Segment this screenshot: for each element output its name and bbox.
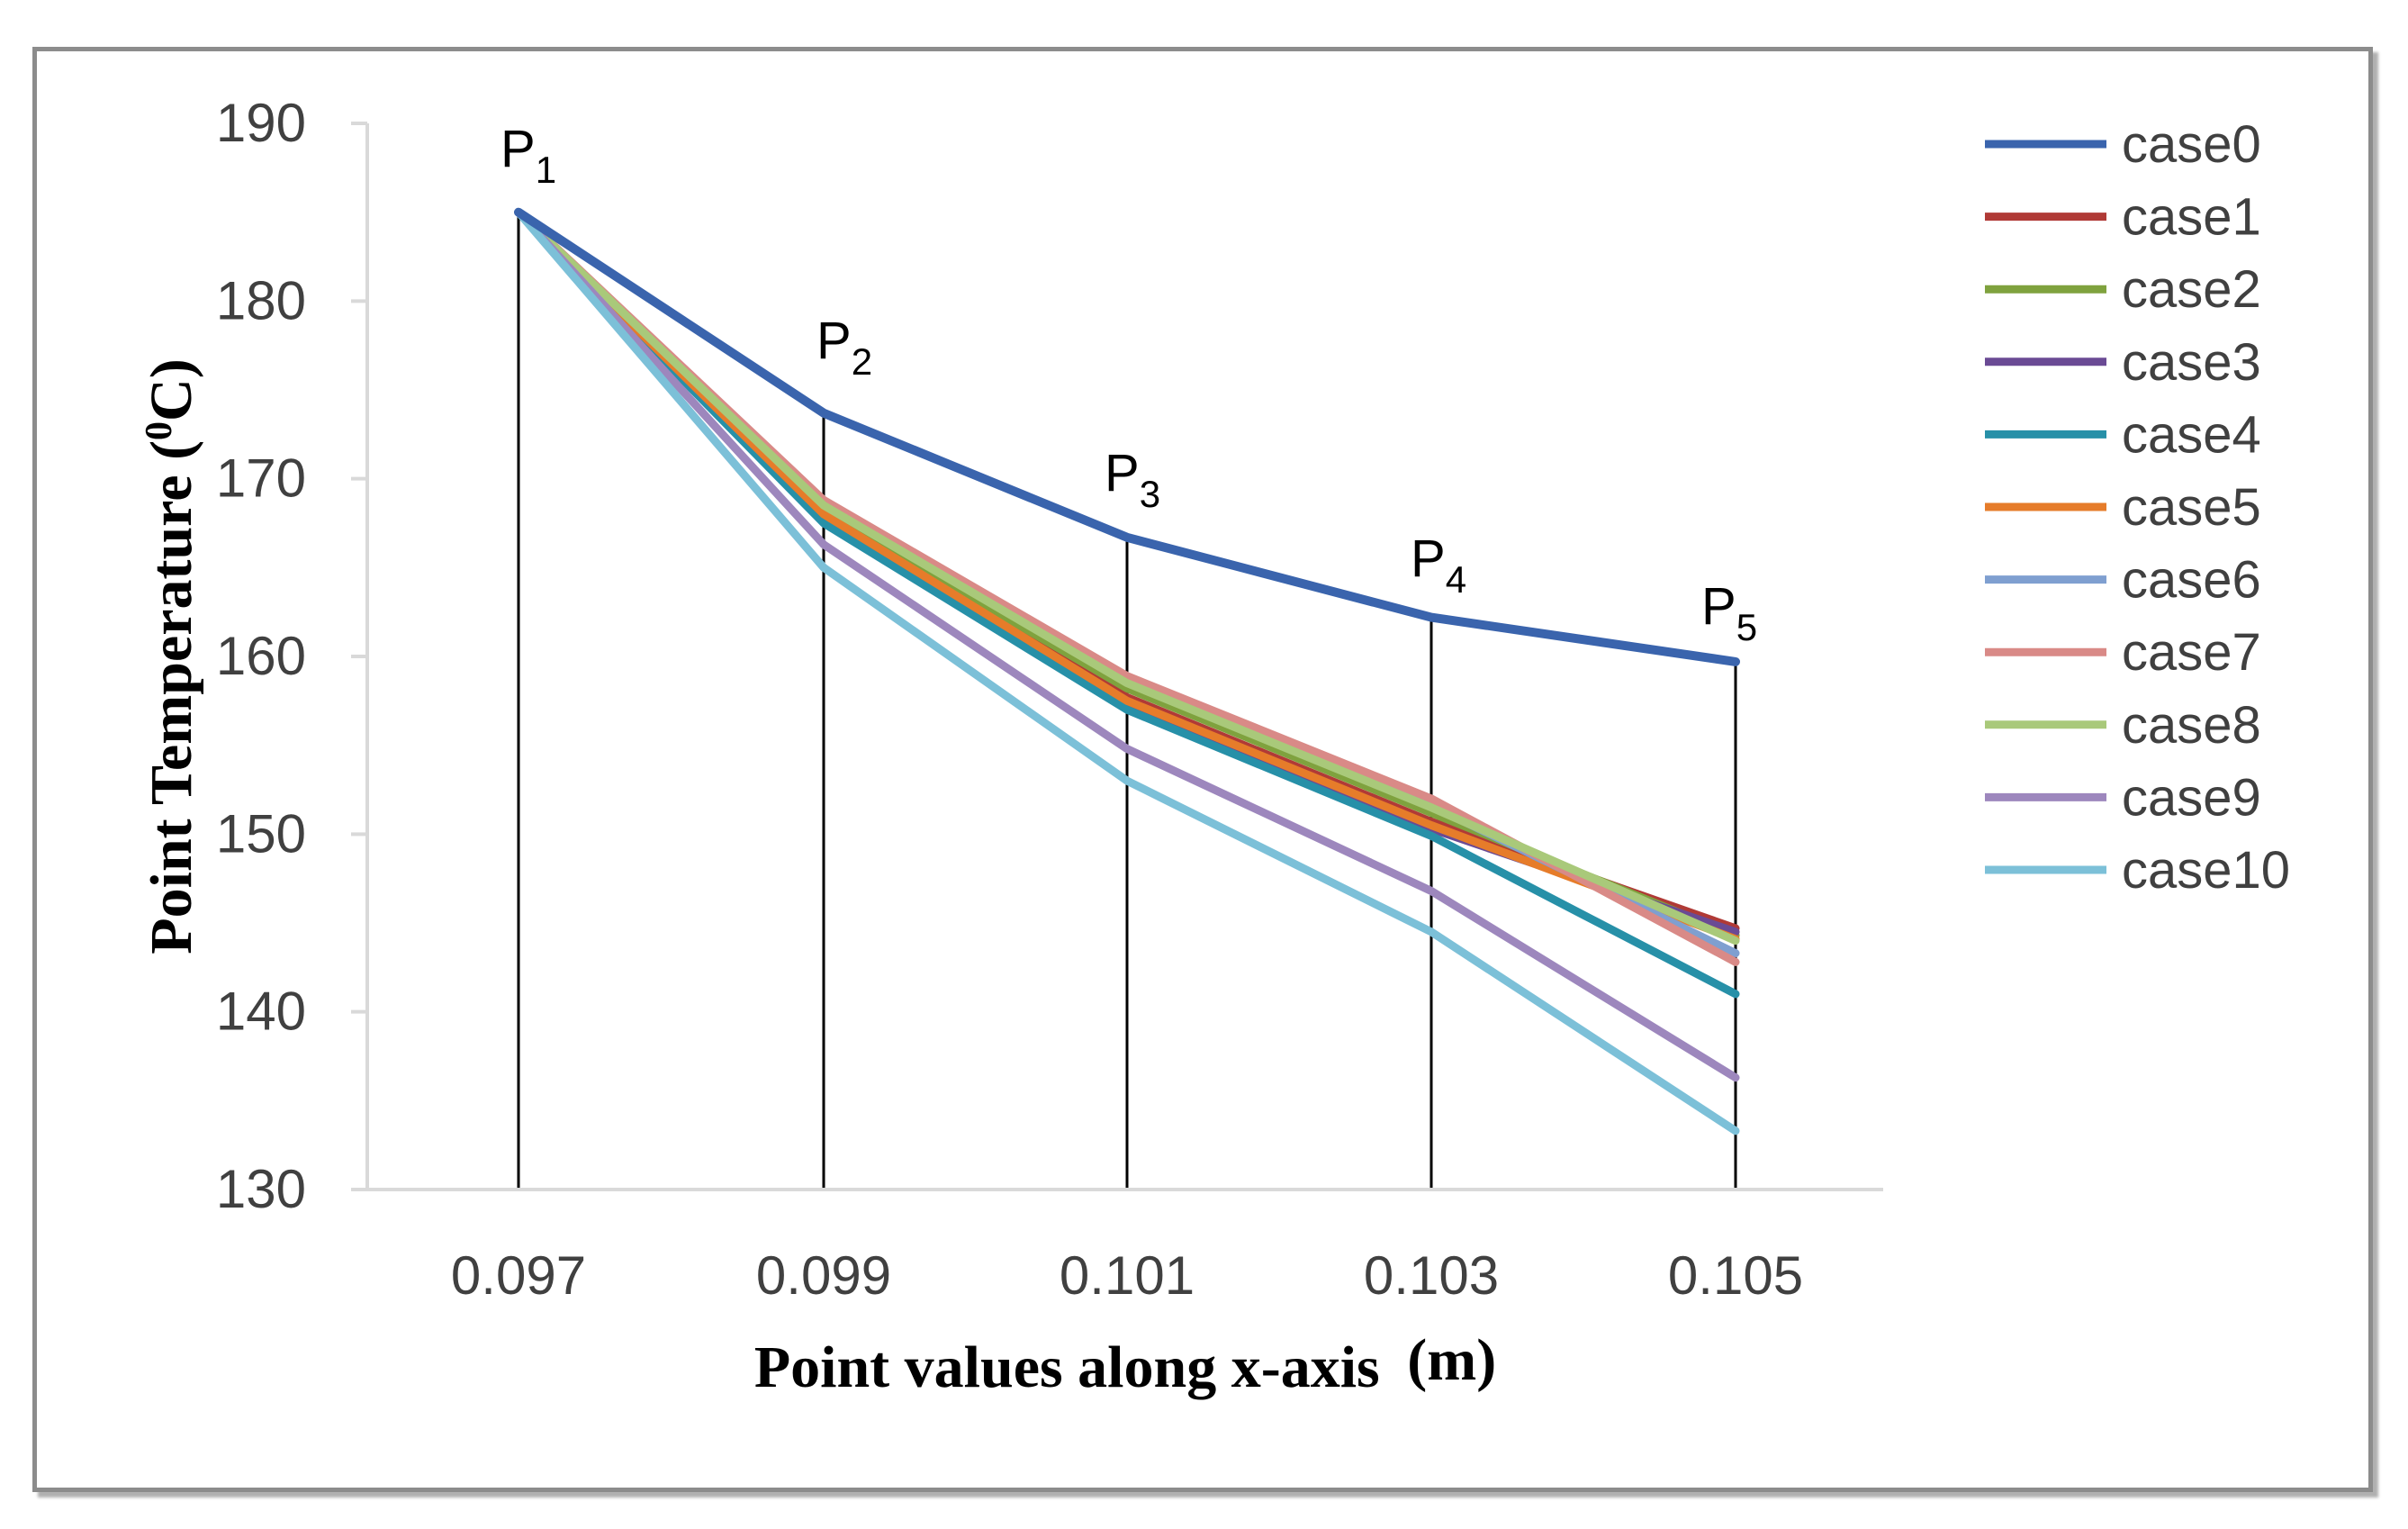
x-axis-unit: (m): [1407, 1327, 1496, 1393]
x-axis-label: Point values along x-axis: [754, 1334, 1380, 1400]
series-line-case5: [514, 208, 1740, 944]
legend: case0 case1 case2 case3 case4 case5 case6 case7…: [1985, 115, 2290, 900]
point-label-sub: 5: [1736, 606, 1757, 648]
point-label-p2: P2: [816, 312, 872, 383]
legend-label-case2: case2: [2122, 260, 2261, 319]
legend-label-case7: case7: [2122, 623, 2261, 682]
x-tick-label: 0.103: [1364, 1245, 1499, 1306]
y-tick-label: 160: [216, 626, 306, 686]
point-label-sub: 4: [1446, 558, 1466, 601]
legend-label-case10: case10: [2122, 841, 2290, 900]
point-label-main: P: [816, 312, 852, 370]
series-line-case10: [514, 208, 1740, 1135]
point-label-main: P: [1105, 444, 1140, 502]
point-label-main: P: [1701, 577, 1736, 636]
x-tick-label: 0.101: [1060, 1245, 1195, 1306]
point-label-main: P: [1411, 529, 1446, 588]
series-lines: [514, 207, 1740, 1135]
legend-label-case0: case0: [2122, 115, 2261, 174]
series-line-case8: [514, 208, 1740, 945]
point-label-sub: 3: [1140, 473, 1160, 515]
y-axis-superscript: 0: [139, 421, 180, 440]
y-tick-label: 170: [216, 448, 306, 509]
y-tick-label: 180: [216, 270, 306, 330]
legend-label-case3: case3: [2122, 333, 2261, 392]
legend-label-case9: case9: [2122, 768, 2261, 827]
y-tick-labels: 130 140 150 160 170 180 190: [216, 93, 367, 1219]
legend-label-case6: case6: [2122, 551, 2261, 610]
point-label-sub: 1: [536, 149, 556, 191]
legend-label-case1: case1: [2122, 188, 2261, 247]
point-label-p5: P5: [1701, 577, 1757, 648]
legend-label-case8: case8: [2122, 696, 2261, 755]
point-label-sub: 2: [852, 340, 872, 383]
x-tick-label: 0.105: [1668, 1245, 1803, 1306]
y-axis-label: Point Temperature (: [139, 440, 204, 954]
y-tick-label: 140: [216, 982, 306, 1042]
series-line-case0: [514, 207, 1740, 666]
y-axis-label-end: C): [139, 358, 204, 421]
chart-frame: [32, 47, 2373, 1492]
legend-label-case5: case5: [2122, 478, 2261, 537]
series-line-case9: [514, 208, 1740, 1082]
point-label-main: P: [501, 120, 536, 178]
x-axis-title: Point values along x-axis (m): [754, 1327, 1496, 1400]
point-label-p3: P3: [1105, 444, 1160, 515]
y-tick-label: 150: [216, 803, 306, 864]
y-tick-label: 130: [216, 1159, 306, 1219]
point-label-p4: P4: [1411, 529, 1466, 601]
x-tick-label: 0.097: [451, 1245, 586, 1306]
point-label-p1: P1: [501, 120, 556, 191]
x-tick-label: 0.099: [756, 1245, 891, 1306]
y-axis-title: Point Temperature (0C): [139, 358, 204, 954]
y-tick-label: 190: [216, 93, 306, 153]
x-tick-labels: 0.097 0.099 0.101 0.103 0.105: [451, 1245, 1803, 1306]
legend-label-case4: case4: [2122, 405, 2261, 464]
series-line-case4: [514, 208, 1740, 999]
